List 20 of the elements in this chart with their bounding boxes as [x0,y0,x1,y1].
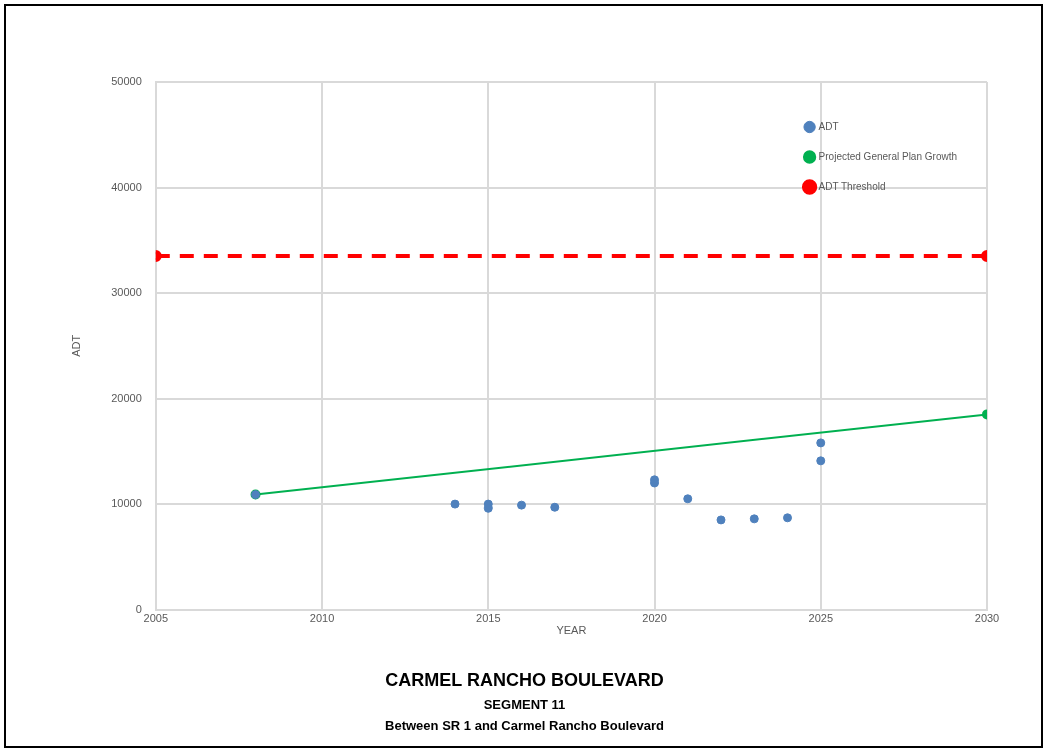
x-tick-label: 2010 [309,612,335,625]
y-tick-label: 30000 [111,286,142,299]
x-axis-title: YEAR [556,624,587,637]
text: SEGMENT 11 [482,697,567,712]
x-tick-label: 2025 [808,612,833,625]
y-tick-label: 40000 [111,180,142,193]
x-tick-label: 2030 [974,612,1000,625]
y-axis-title: ADT [69,334,82,357]
x-tick-label: 2005 [143,612,169,625]
y-tick-label: 20000 [111,391,142,404]
text: CARMEL RANCHO BOULEVARD [384,670,665,691]
y-tick-label: 0 [135,602,142,615]
text: Between SR 1 and Carmel Rancho Boulevard [384,718,665,733]
legend-label: ADT Threshold [818,180,886,192]
x-tick-label: 2015 [476,612,501,625]
y-tick-label: 50000 [111,75,142,88]
legend-label: ADT [818,120,839,132]
y-tick-label: 10000 [111,497,142,510]
x-tick-label: 2020 [642,612,667,625]
legend-label: Projected General Plan Growth [818,150,957,162]
